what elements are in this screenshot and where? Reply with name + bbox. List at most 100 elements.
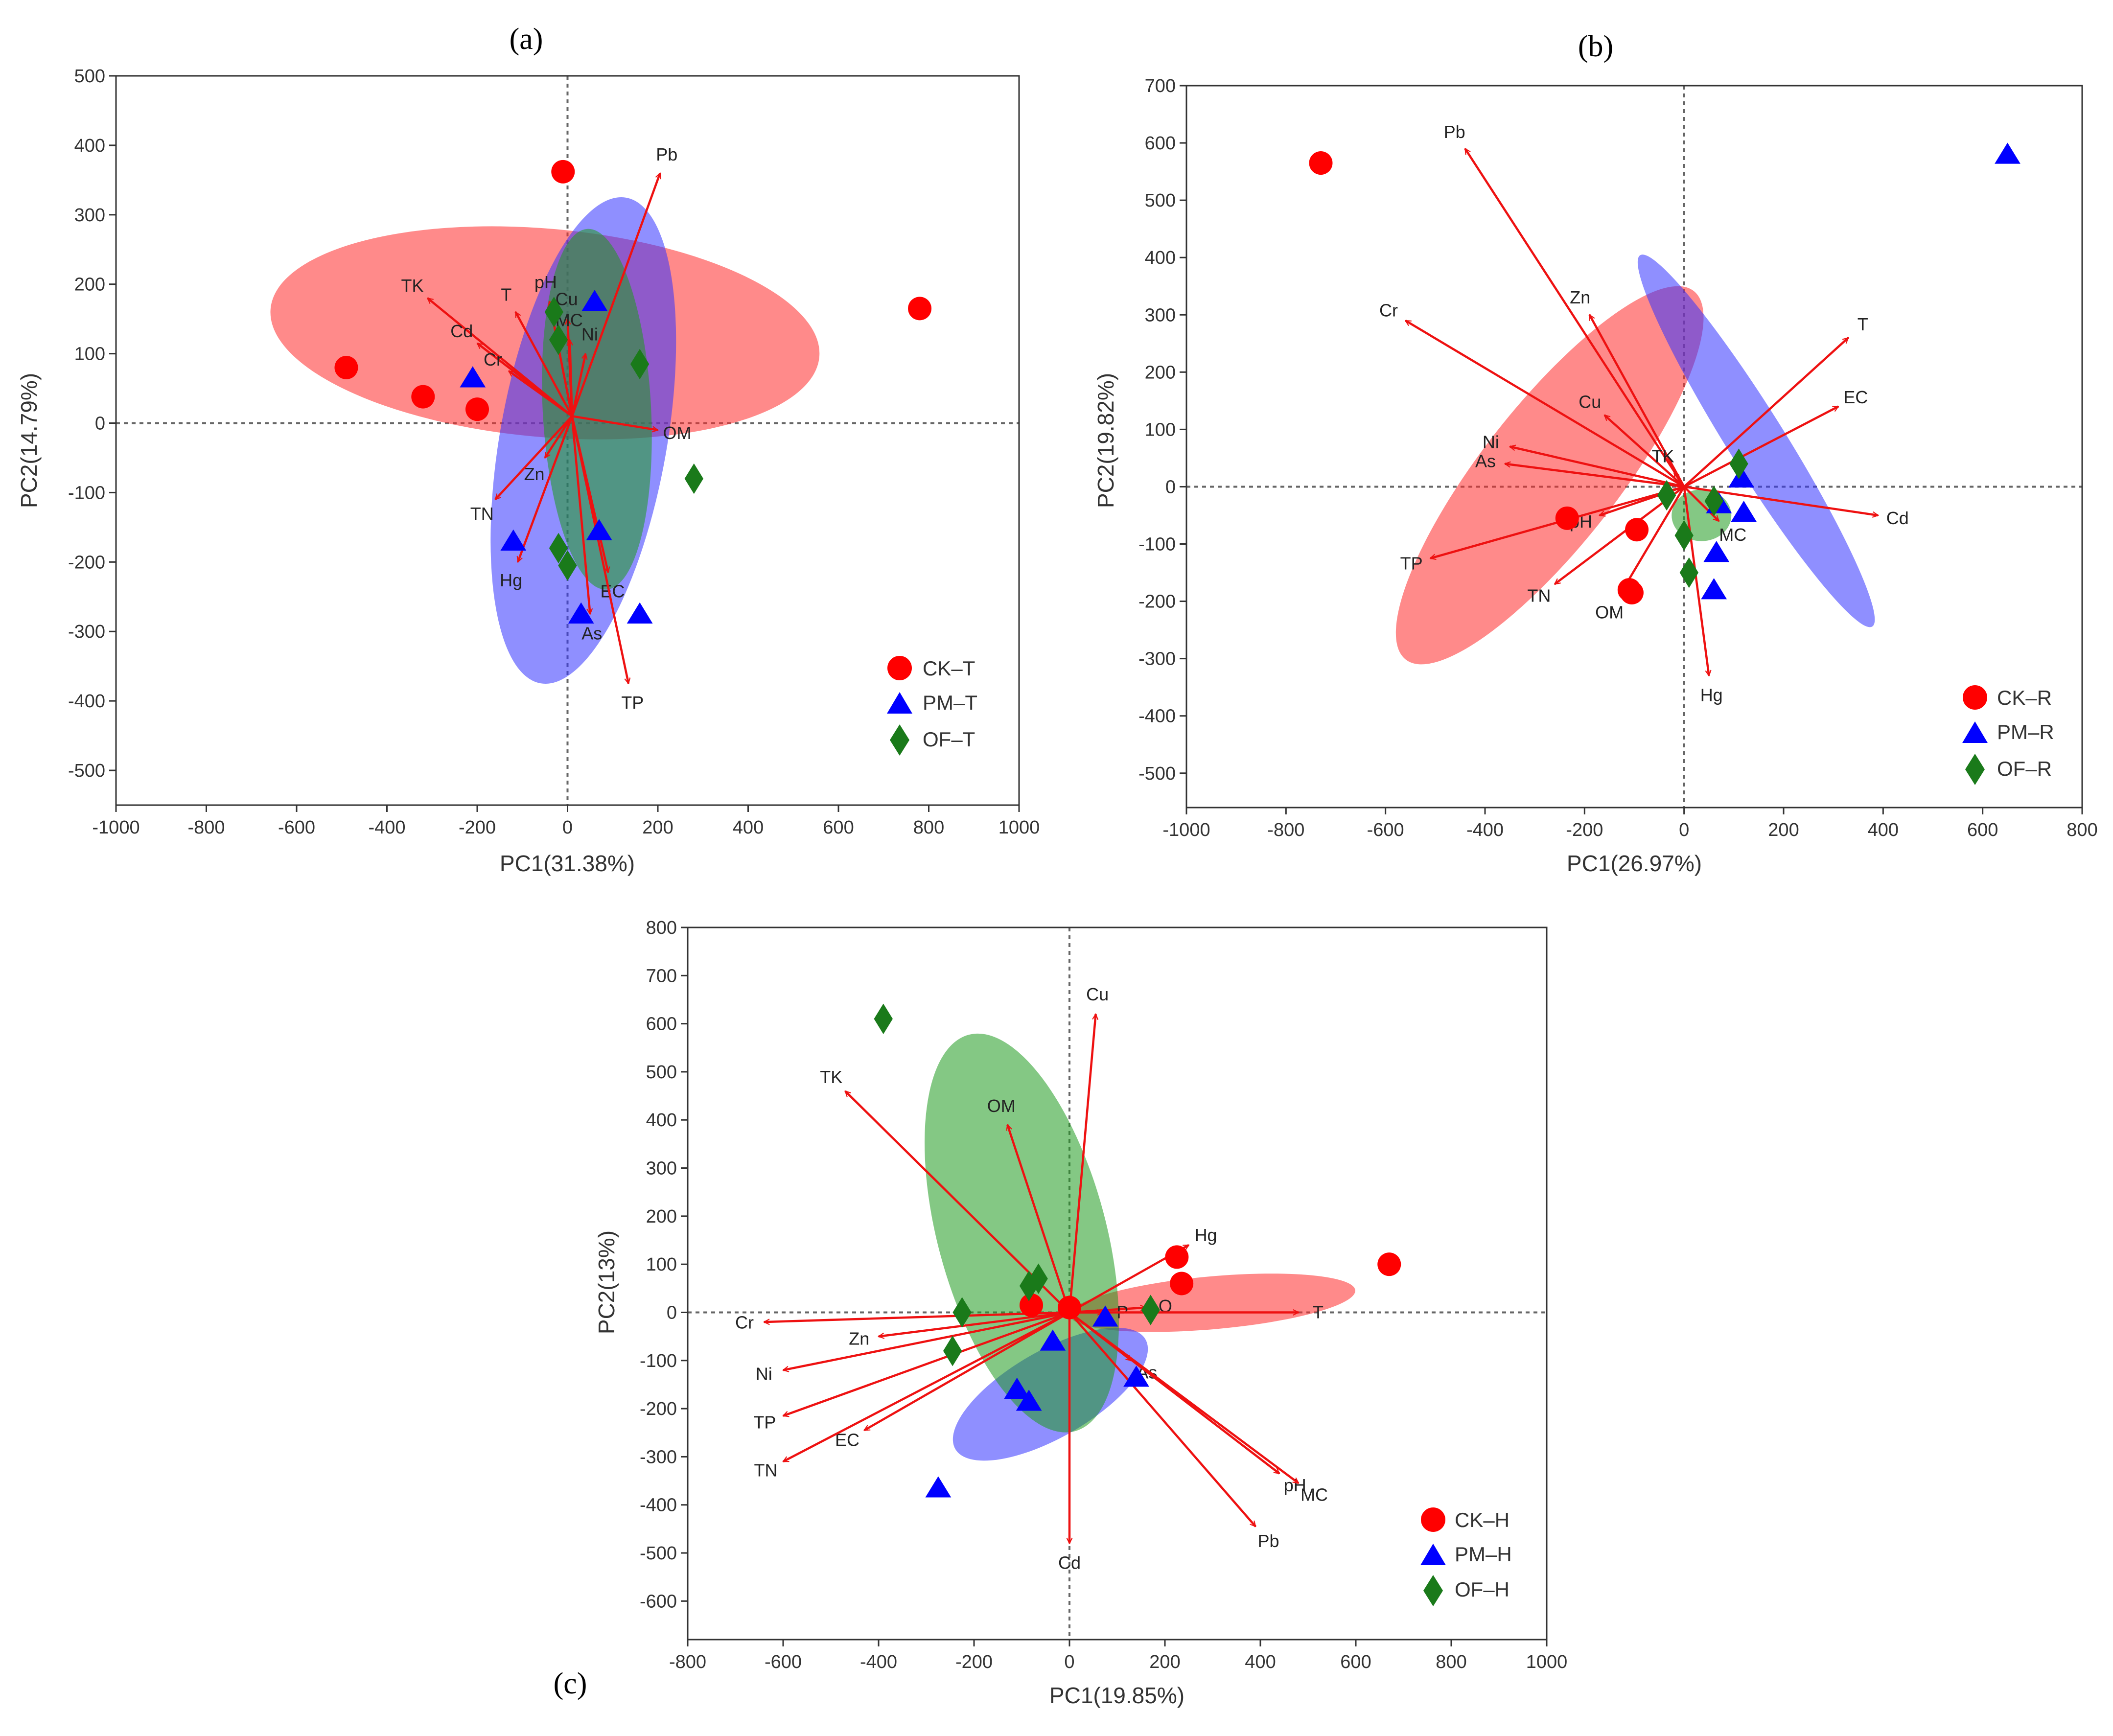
legend-marker-of: [890, 724, 909, 756]
data-point: [544, 297, 564, 327]
x-tick-label: -1000: [1162, 820, 1210, 840]
x-tick-label: -400: [860, 1652, 897, 1672]
x-tick-label: 600: [1967, 820, 1998, 840]
arrow-label: TK: [1652, 446, 1674, 466]
data-point: [549, 324, 568, 355]
y-tick-label: 300: [1145, 305, 1176, 325]
loading-arrow: [1604, 414, 1685, 488]
data-point: [627, 602, 653, 624]
data-point: [500, 529, 527, 551]
x-tick-label: 200: [1768, 820, 1799, 840]
arrow-label: TN: [1527, 586, 1551, 606]
legend-label: PM–T: [923, 691, 977, 714]
data-point: [1674, 520, 1694, 551]
y-tick-label: 0: [95, 414, 105, 434]
data-point: [586, 519, 612, 540]
loading-arrow: [1405, 320, 1685, 488]
data-point: [1123, 1366, 1149, 1387]
data-point: [630, 348, 650, 380]
y-tick-label: -300: [1138, 649, 1176, 670]
loading-arrow: [1683, 486, 1719, 521]
plot-frame: [1185, 85, 2083, 809]
x-axis-label: PC1(31.38%): [500, 851, 635, 876]
panel-label: (a): [510, 23, 543, 56]
data-point: [1020, 1293, 1043, 1317]
y-tick-label: 700: [1145, 76, 1176, 96]
loading-arrow: [571, 416, 628, 683]
x-tick-label: 400: [1245, 1652, 1276, 1672]
y-tick-label: 600: [646, 1014, 677, 1035]
data-point: [1555, 506, 1579, 530]
x-tick-label: 0: [1679, 820, 1689, 840]
arrow-label: Zn: [524, 464, 545, 484]
y-tick-label: 500: [74, 66, 105, 87]
confidence-ellipse: [1637, 255, 1875, 627]
x-tick-label: -800: [1267, 820, 1304, 840]
arrow-label: Hg: [1195, 1225, 1217, 1245]
loading-arrow: [544, 416, 573, 458]
x-tick-label: 400: [1868, 820, 1899, 840]
x-tick-label: 600: [823, 817, 854, 838]
arrow-label: As: [1475, 451, 1496, 471]
arrow-label: TN: [470, 504, 494, 524]
panel-label: (b): [1578, 30, 1613, 63]
loading-arrow: [783, 1311, 1070, 1370]
data-point: [874, 1003, 893, 1034]
y-tick-label: 800: [646, 918, 677, 938]
y-tick-label: -200: [68, 552, 105, 573]
y-tick-label: 100: [1145, 419, 1176, 440]
loading-arrow: [1683, 405, 1838, 488]
arrow-label: Zn: [849, 1329, 869, 1349]
x-tick-label: -600: [765, 1652, 802, 1672]
loading-arrow: [764, 1311, 1070, 1322]
confidence-ellipse: [1070, 1273, 1355, 1332]
y-tick-label: 200: [74, 275, 105, 295]
loading-arrow: [864, 1311, 1070, 1432]
arrow-label: Ni: [1483, 432, 1499, 452]
y-tick-label: 100: [74, 344, 105, 365]
x-tick-label: -600: [278, 817, 315, 838]
legend-marker-pm: [887, 692, 912, 714]
y-tick-label: 200: [646, 1206, 677, 1227]
arrow-label: TP: [753, 1412, 776, 1432]
data-point: [1309, 151, 1333, 175]
arrow-label: Cd: [1886, 508, 1909, 528]
loading-arrow: [1683, 337, 1849, 488]
data-point: [1170, 1272, 1194, 1296]
y-tick-label: 400: [1145, 248, 1176, 268]
loading-arrow: [1588, 315, 1685, 487]
legend-label: PM–R: [1997, 720, 2054, 743]
y-tick-label: -100: [68, 483, 105, 503]
loading-arrow: [571, 354, 586, 417]
x-tick-label: 0: [1064, 1652, 1074, 1672]
data-point: [334, 356, 358, 379]
legend-label: CK–T: [923, 657, 975, 680]
data-point: [1058, 1296, 1081, 1319]
y-tick-label: 700: [646, 966, 677, 986]
data-point: [549, 532, 568, 564]
legend-label: OF–T: [923, 728, 975, 751]
panel-b: (b) -1000 -800 -600 -400 -200 0 200 400 600 800-5…: [1093, 30, 2098, 876]
data-point: [1995, 142, 2020, 164]
data-point: [558, 550, 577, 581]
legend-label: OF–H: [1455, 1578, 1509, 1601]
data-point: [551, 160, 575, 184]
y-tick-label: -400: [640, 1495, 677, 1516]
arrow-label: T: [1858, 314, 1868, 334]
arrow-label: Ni: [581, 324, 598, 345]
y-tick-label: -600: [640, 1591, 677, 1612]
data-point: [1016, 1389, 1042, 1411]
loading-arrow: [509, 370, 573, 417]
plot-frame: [687, 926, 1548, 1641]
arrow-label: Ni: [756, 1364, 772, 1384]
data-point: [1092, 1305, 1118, 1327]
loading-arrow: [783, 1311, 1070, 1463]
arrow-label: Hg: [500, 570, 522, 590]
data-point: [1141, 1295, 1160, 1325]
y-tick-label: 500: [1145, 190, 1176, 211]
x-tick-label: 200: [642, 817, 673, 838]
legend-label: PM–H: [1455, 1543, 1512, 1566]
y-tick-label: -100: [1138, 534, 1176, 555]
loading-arrow: [1618, 486, 1685, 595]
